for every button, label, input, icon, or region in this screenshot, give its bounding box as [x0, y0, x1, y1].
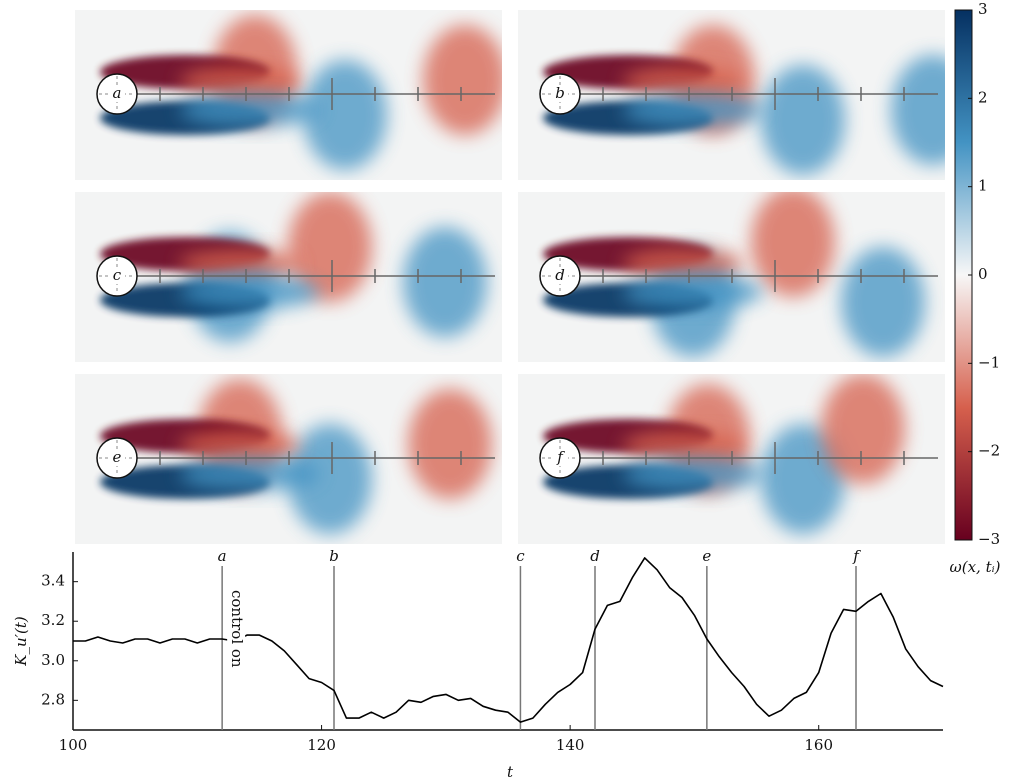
y-tick-label: 2.8 — [41, 690, 65, 708]
shear-layer-lower-tail — [180, 93, 320, 127]
x-axis-label: t — [507, 763, 514, 781]
annotation: control on — [228, 590, 246, 668]
panel-label: a — [113, 84, 122, 102]
event-label: a — [218, 547, 227, 565]
field-content — [518, 10, 945, 180]
x-tick-label: 140 — [556, 736, 585, 754]
vortex — [761, 65, 845, 175]
panel-label-bg — [552, 268, 568, 284]
field-panel: b — [518, 10, 945, 180]
panel-label-bg — [109, 268, 125, 284]
shear-layer-lower-tail — [180, 457, 320, 491]
y-tick-label: 3.4 — [41, 572, 65, 590]
y-tick-label: 3.2 — [41, 611, 65, 629]
colorbar-tick-label: −2 — [978, 442, 1000, 460]
panel-label-bg — [552, 450, 568, 466]
colorbar-tick-label: 0 — [978, 265, 988, 283]
x-tick-label: 120 — [307, 736, 336, 754]
panel-label: c — [113, 266, 122, 284]
vortex — [761, 424, 845, 534]
shear-layer-upper-tail — [180, 430, 300, 462]
shear-layer-lower-tail — [623, 457, 763, 491]
vortex — [841, 247, 925, 357]
vortex — [303, 60, 387, 170]
event-label: d — [590, 547, 600, 565]
vortex — [751, 192, 835, 297]
vortex — [408, 389, 492, 499]
field-panel: a — [75, 10, 502, 180]
shear-layer-lower-tail — [623, 93, 763, 127]
field-panel: c — [75, 192, 502, 362]
shear-layer-upper-tail — [180, 248, 300, 280]
colorbar-label: ω(x, tᵢ) — [950, 558, 1001, 576]
colorbar-tick-label: −3 — [978, 530, 1000, 548]
y-axis-label: K_u′(t) — [12, 616, 30, 667]
field-content — [518, 374, 945, 544]
field-panel: e — [75, 374, 502, 544]
y-tick-label: 3.0 — [41, 651, 65, 669]
event-label: b — [329, 547, 339, 565]
vortex — [288, 192, 372, 302]
field-content — [75, 10, 502, 180]
shear-layer-upper-tail — [623, 430, 743, 462]
field-panel: d — [518, 192, 945, 362]
shear-layer-lower-tail — [623, 275, 763, 309]
colorbar-tick-label: −1 — [978, 353, 1000, 371]
data-line — [73, 557, 944, 723]
panel-label: e — [113, 448, 122, 466]
event-label: e — [702, 547, 711, 565]
colorbar-tick-label: 2 — [978, 88, 988, 106]
vortex — [423, 25, 502, 135]
shear-layer-upper-tail — [180, 66, 300, 98]
shear-layer-upper-tail — [623, 66, 743, 98]
panel-label: b — [555, 84, 565, 102]
shear-layer-lower-tail — [180, 275, 320, 309]
panel-label-bg — [109, 450, 125, 466]
vortex — [288, 424, 372, 534]
shear-layer-upper-tail — [623, 248, 743, 280]
x-tick-label: 160 — [804, 736, 833, 754]
vortex — [821, 374, 905, 484]
x-tick-label: 100 — [59, 736, 88, 754]
colorbar-tick-label: 1 — [978, 177, 988, 195]
event-label: c — [516, 547, 525, 565]
field-panel: f — [518, 374, 945, 544]
panel-label: d — [555, 266, 565, 284]
vortex — [891, 55, 945, 165]
panel-label: f — [556, 448, 565, 466]
annotation-bg — [227, 586, 246, 686]
vortex — [403, 227, 487, 337]
panel-label-bg — [552, 86, 568, 102]
colorbar-tick-label: 3 — [978, 0, 988, 18]
event-label: f — [852, 547, 861, 565]
panel-label-bg — [109, 86, 125, 102]
